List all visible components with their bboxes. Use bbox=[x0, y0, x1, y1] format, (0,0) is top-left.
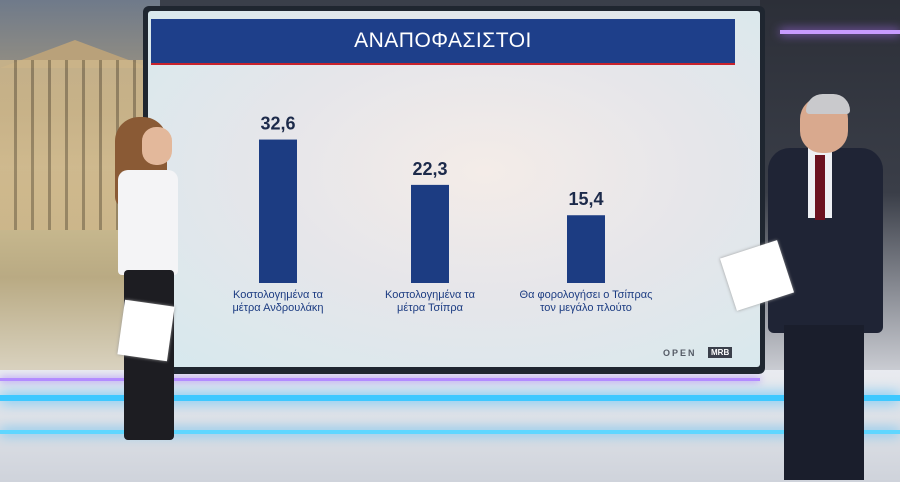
category-label-3-line-1: Θα φορολογήσει ο Τσίπρας bbox=[520, 289, 653, 301]
presenter-man-legs bbox=[784, 325, 864, 480]
mrb-logo: MRB bbox=[708, 347, 733, 358]
chart-panel: ΑΝΑΠΟΦΑΣΙΣΤΟΙ 32,6 Κοστολογημένα τα μέτρα … bbox=[148, 11, 760, 367]
presenter-woman-shirt bbox=[118, 170, 178, 275]
open-logo: OPEN bbox=[663, 348, 697, 358]
bar-2 bbox=[411, 184, 449, 283]
bar-value-label-1: 32,6 bbox=[260, 114, 295, 134]
chart-title: ΑΝΑΠΟΦΑΣΙΣΤΟΙ bbox=[354, 29, 532, 52]
category-label-2-line-1: Κοστολογημένα τα bbox=[385, 289, 476, 301]
category-label-1-line-2: μέτρα Ανδρουλάκη bbox=[232, 302, 323, 314]
presenter-man-tie bbox=[815, 155, 825, 220]
bar-1 bbox=[259, 139, 297, 283]
category-label-2-line-2: μέτρα Τσίπρα bbox=[397, 302, 464, 314]
bar-value-label-2: 22,3 bbox=[412, 159, 447, 179]
presenter-woman-paper bbox=[117, 299, 175, 362]
presenter-woman-face bbox=[142, 127, 172, 165]
neon-strip-purple bbox=[0, 378, 760, 381]
presenter-man-hair bbox=[806, 94, 850, 114]
bar-value-label-3: 15,4 bbox=[568, 189, 603, 209]
category-label-1-line-1: Κοστολογημένα τα bbox=[233, 289, 324, 301]
category-label-3-line-2: τον μεγάλο πλούτο bbox=[540, 302, 632, 314]
neon-strip-blue bbox=[0, 395, 900, 401]
neon-strip-blue-lower bbox=[0, 430, 900, 434]
neon-strip-top bbox=[780, 30, 900, 34]
video-wall-screen: ΑΝΑΠΟΦΑΣΙΣΤΟΙ 32,6 Κοστολογημένα τα μέτρα … bbox=[143, 6, 765, 374]
chart-title-bar: ΑΝΑΠΟΦΑΣΙΣΤΟΙ bbox=[151, 19, 735, 65]
bar-3 bbox=[567, 215, 605, 283]
